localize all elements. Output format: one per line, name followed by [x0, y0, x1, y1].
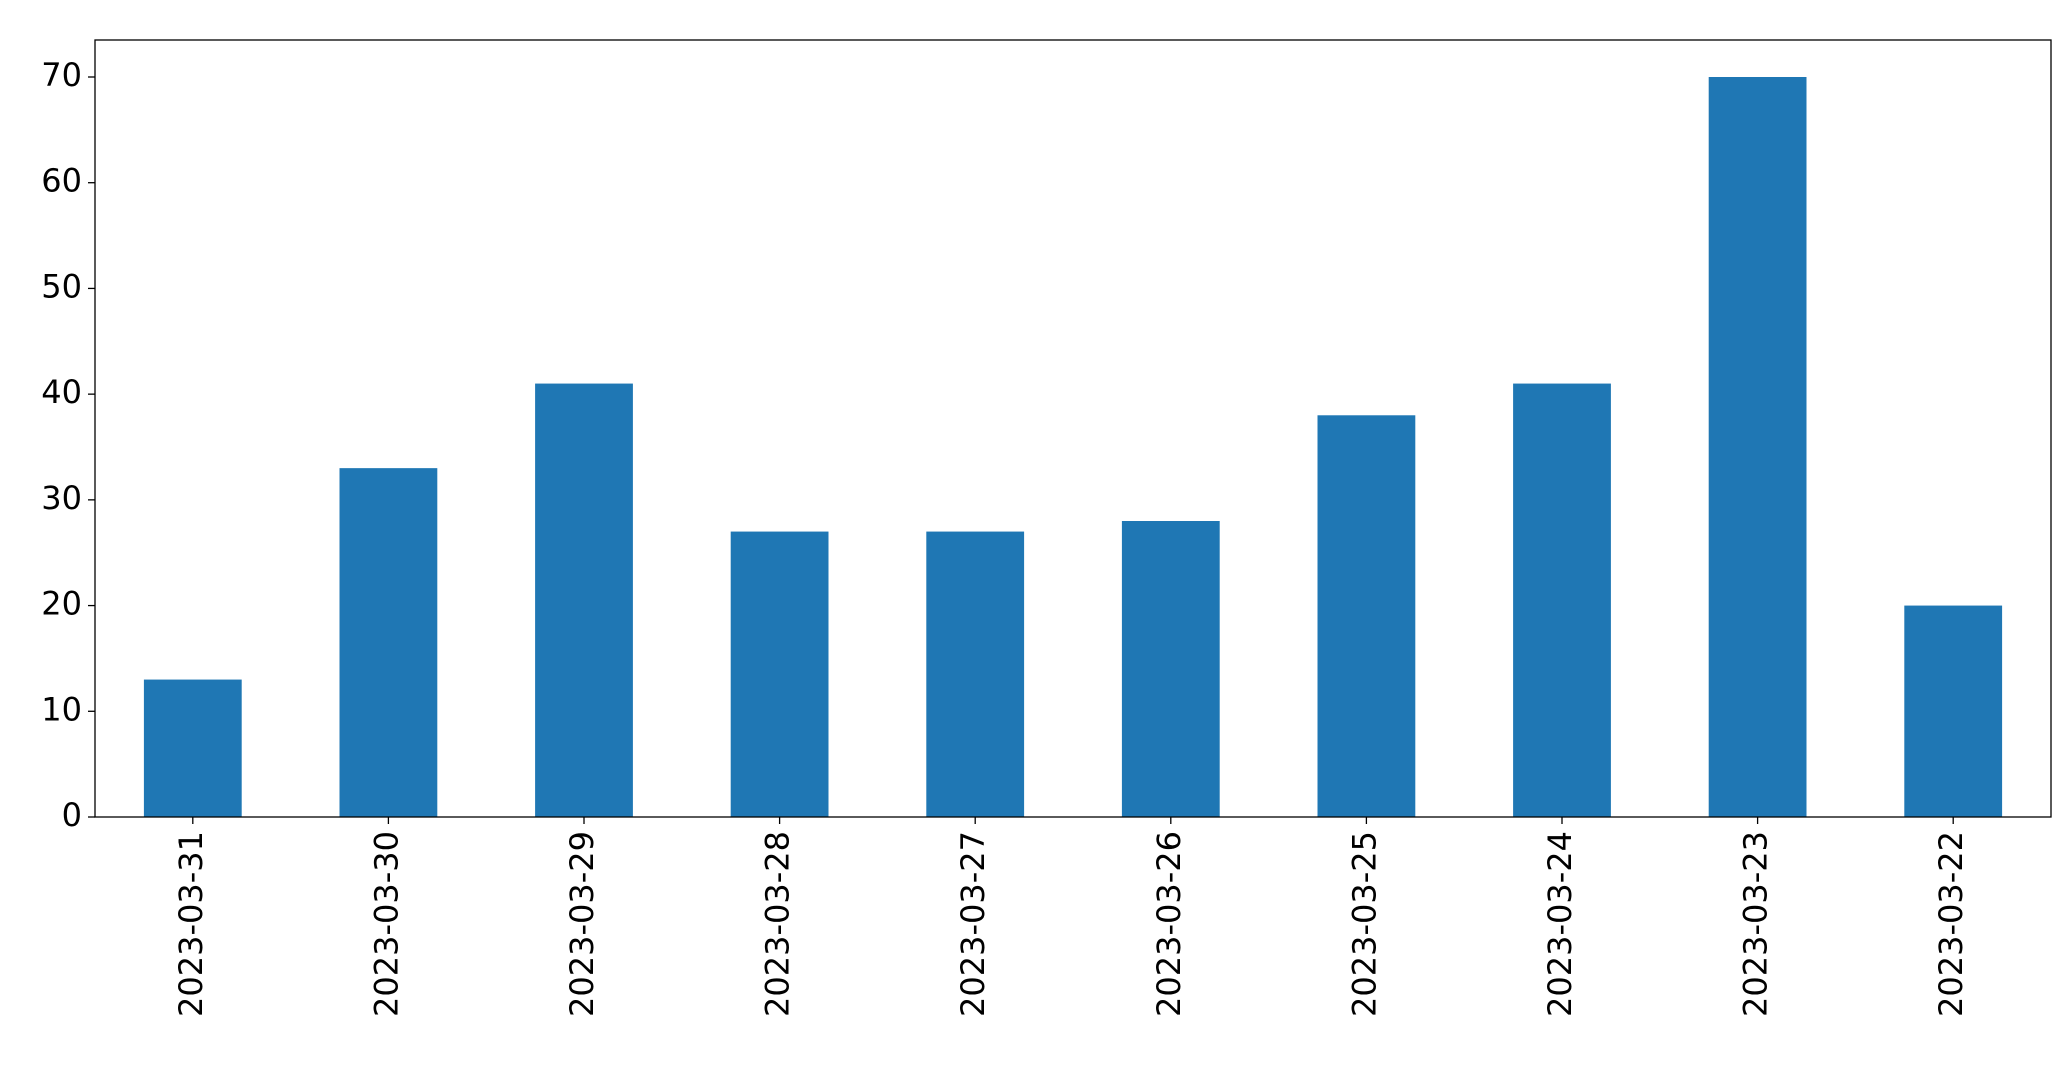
x-tick-label: 2023-03-24 — [1541, 831, 1579, 1017]
x-tick-label: 2023-03-26 — [1150, 831, 1188, 1017]
x-tick-label: 2023-03-27 — [954, 831, 992, 1017]
x-tick-label: 2023-03-25 — [1345, 831, 1383, 1017]
x-tick-label: 2023-03-31 — [172, 831, 210, 1017]
y-tick-label: 10 — [41, 690, 82, 728]
bar — [339, 468, 438, 817]
bar — [1708, 77, 1807, 817]
y-tick-label: 40 — [41, 373, 82, 411]
bar — [1904, 605, 2003, 817]
x-tick-label: 2023-03-28 — [759, 831, 797, 1017]
y-tick-label: 70 — [41, 56, 82, 94]
bar — [926, 531, 1025, 817]
x-tick-label: 2023-03-30 — [367, 831, 405, 1017]
bar — [730, 531, 829, 817]
y-tick-label: 50 — [41, 267, 82, 305]
y-tick-label: 20 — [41, 585, 82, 623]
y-tick-label: 60 — [41, 162, 82, 200]
bar — [1121, 521, 1220, 817]
bar — [1513, 383, 1611, 817]
y-tick-label: 30 — [41, 479, 82, 517]
x-tick-label: 2023-03-29 — [563, 831, 601, 1017]
x-tick-label: 2023-03-22 — [1932, 831, 1970, 1017]
x-tick-label: 2023-03-23 — [1737, 831, 1775, 1017]
y-tick-label: 0 — [62, 796, 82, 834]
bar — [1317, 415, 1416, 817]
bar — [535, 383, 633, 817]
plot-frame — [94, 39, 2052, 818]
bar — [143, 679, 242, 817]
